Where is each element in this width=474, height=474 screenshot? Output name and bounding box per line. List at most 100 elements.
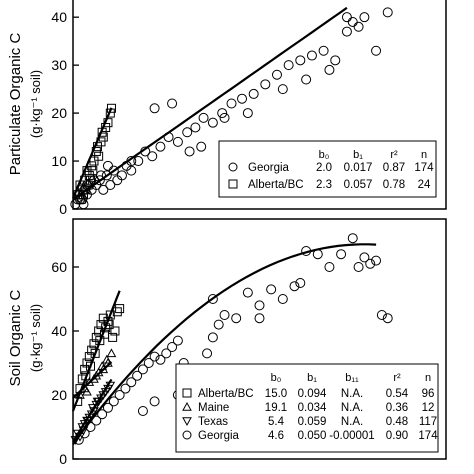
data-point-square bbox=[84, 170, 94, 180]
legend-value-n: 117 bbox=[419, 416, 437, 428]
legend-value-r2: 0.54 bbox=[386, 388, 409, 400]
data-point-circle bbox=[182, 127, 193, 138]
data-point-circle bbox=[105, 180, 116, 191]
data-point-circle bbox=[324, 262, 335, 272]
data-point-circle bbox=[133, 156, 144, 167]
top-data-points bbox=[70, 7, 393, 210]
legend-value-r2: 0.36 bbox=[386, 402, 408, 414]
legend-value-b0: 4.6 bbox=[268, 430, 284, 442]
data-point-circle bbox=[143, 358, 154, 368]
legend-value-b1: 0.094 bbox=[298, 388, 327, 400]
legend-series-name: Texas bbox=[198, 416, 228, 428]
data-point-square bbox=[81, 185, 91, 195]
legend-marker-triangle-up bbox=[182, 401, 192, 411]
legend-value-r2: 0.90 bbox=[386, 430, 408, 442]
legend-value-b1: 0.034 bbox=[298, 402, 327, 414]
data-point-circle bbox=[207, 294, 218, 304]
legend-value-b0: 5.4 bbox=[268, 416, 285, 428]
data-point-square bbox=[103, 316, 113, 326]
fit-line bbox=[72, 6, 348, 201]
legend-value-n: 96 bbox=[422, 388, 435, 400]
data-point-circle bbox=[359, 12, 370, 23]
data-point-circle bbox=[94, 175, 105, 186]
data-point-triangle-up bbox=[101, 354, 112, 364]
data-point-circle bbox=[242, 108, 253, 119]
legend-value-b11: N.A. bbox=[341, 402, 363, 414]
fit-line bbox=[71, 107, 113, 199]
y-tick-label: 60 bbox=[51, 259, 67, 275]
data-point-circle bbox=[371, 45, 382, 56]
data-point-square bbox=[98, 313, 108, 323]
data-point-square bbox=[94, 326, 104, 336]
legend-header: b₁₁ bbox=[345, 372, 359, 384]
data-point-circle bbox=[102, 402, 113, 413]
data-point-circle bbox=[184, 146, 195, 157]
legend-value-r2: 0.78 bbox=[383, 179, 405, 191]
legend-value-b1: 0.050 bbox=[298, 430, 327, 442]
legend-header: b₁ bbox=[353, 149, 363, 161]
data-point-square bbox=[110, 326, 120, 336]
data-point-circle bbox=[198, 112, 209, 123]
legend-value-n: 174 bbox=[414, 162, 434, 174]
legend-header: r² bbox=[390, 149, 398, 161]
legend-value-b0: 2.0 bbox=[316, 162, 332, 174]
legend-marker-square bbox=[228, 179, 238, 189]
data-point-circle bbox=[137, 364, 148, 375]
legend-value-b0: 15.0 bbox=[265, 388, 287, 400]
data-point-circle bbox=[213, 319, 224, 330]
data-point-circle bbox=[341, 26, 352, 37]
fit-line bbox=[72, 378, 113, 443]
data-point-square bbox=[105, 310, 115, 320]
data-point-circle bbox=[219, 112, 230, 123]
legend-series-name: Alberta/BC bbox=[248, 179, 304, 191]
data-point-square bbox=[85, 175, 95, 185]
data-point-square bbox=[89, 156, 99, 166]
data-point-circle bbox=[382, 313, 393, 324]
bottom-ylabel-line1: Soil Organic C bbox=[7, 289, 24, 386]
data-point-circle bbox=[359, 252, 370, 263]
data-point-circle bbox=[347, 16, 358, 27]
data-point-circle bbox=[98, 184, 109, 195]
data-point-circle bbox=[365, 258, 376, 269]
legend-header: b₀ bbox=[271, 372, 282, 384]
data-point-circle bbox=[301, 74, 312, 85]
data-point-circle bbox=[155, 141, 166, 152]
data-point-circle bbox=[161, 348, 172, 359]
bottom-legend-box bbox=[175, 363, 439, 453]
data-point-triangle-down bbox=[78, 426, 89, 436]
data-point-circle bbox=[376, 310, 387, 320]
y-tick-label: 10 bbox=[51, 153, 67, 169]
legend-header: r² bbox=[393, 372, 401, 384]
legend-marker-circle bbox=[228, 162, 238, 172]
data-point-circle bbox=[147, 151, 158, 162]
legend-series-name: Georgia bbox=[248, 162, 290, 174]
data-point-circle bbox=[336, 249, 347, 260]
data-point-circle bbox=[260, 79, 271, 90]
bottom-ylabel-line2: (g·kg⁻¹ soil) bbox=[28, 304, 43, 372]
legend-value-n: 174 bbox=[418, 430, 438, 442]
data-point-circle bbox=[318, 45, 329, 56]
legend-value-n: 12 bbox=[422, 402, 435, 414]
data-point-triangle-down bbox=[92, 397, 103, 407]
data-point-circle bbox=[167, 342, 178, 352]
data-point-circle bbox=[341, 12, 352, 23]
data-point-circle bbox=[295, 278, 306, 288]
data-point-circle bbox=[116, 170, 127, 181]
legend-value-b1: 0.057 bbox=[344, 179, 373, 191]
data-point-square bbox=[88, 166, 98, 176]
legend-header: b₀ bbox=[319, 149, 330, 161]
legend-value-b0: 2.3 bbox=[316, 179, 332, 191]
data-point-circle bbox=[353, 21, 364, 32]
data-point-square bbox=[115, 304, 125, 314]
top-ylabel-line1: Particulate Organic C bbox=[7, 33, 24, 176]
top-legend-box bbox=[218, 140, 437, 198]
data-point-circle bbox=[217, 108, 228, 119]
data-point-circle bbox=[231, 313, 242, 324]
data-point-circle bbox=[101, 170, 112, 181]
top-ylabel-line2: (g·kg⁻¹ soil) bbox=[28, 70, 43, 138]
data-point-circle bbox=[196, 141, 207, 152]
legend-series-name: Alberta/BC bbox=[198, 388, 254, 400]
top-fit-lines bbox=[71, 6, 348, 201]
data-point-circle bbox=[266, 284, 277, 295]
